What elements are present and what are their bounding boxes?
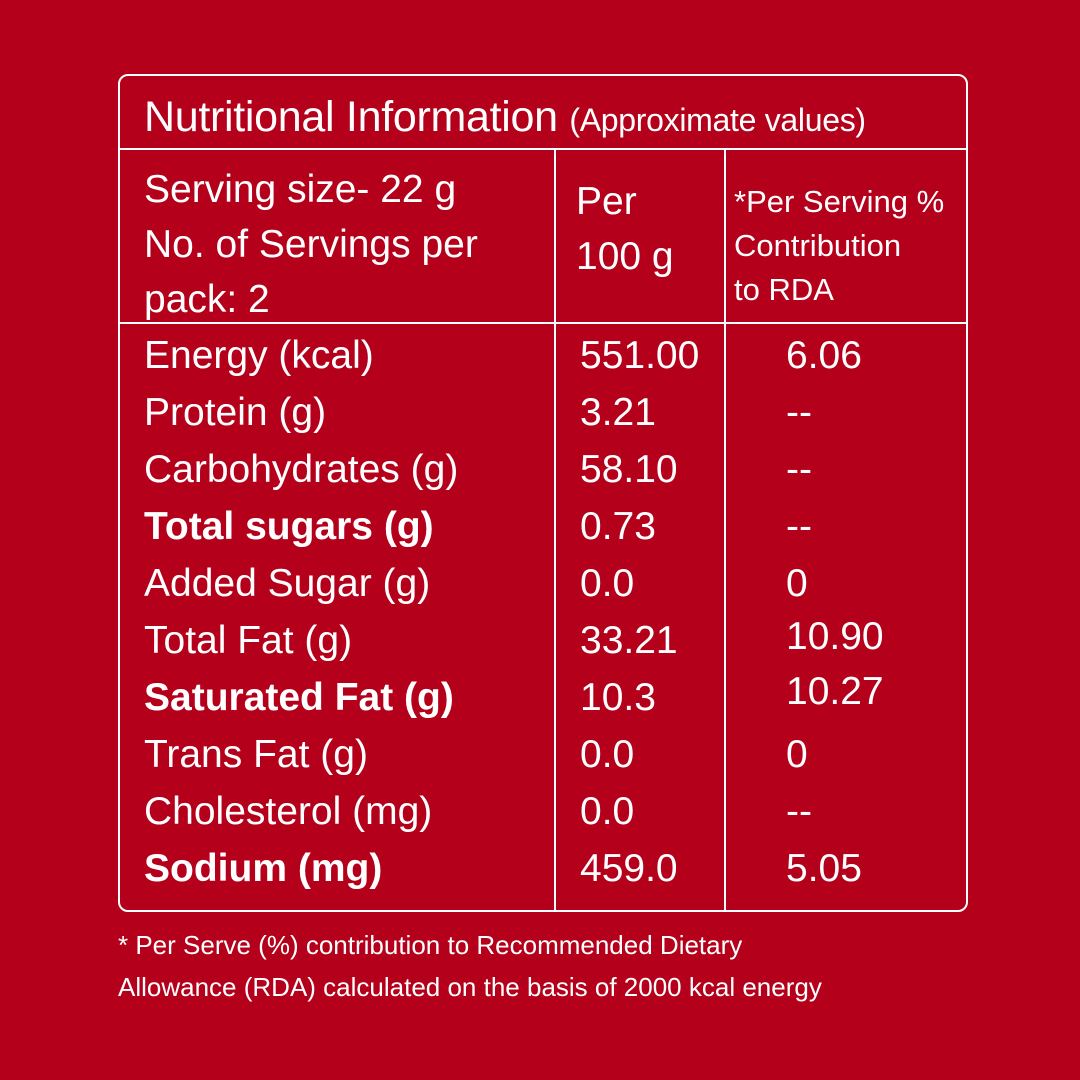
serving-size-line: Serving size- 22 g — [144, 168, 457, 211]
table-row: Energy (kcal) 551.00 6.06 — [120, 334, 966, 391]
rda-value: 5.05 — [786, 847, 862, 890]
title-subtitle: (Approximate values) — [569, 102, 866, 138]
per-100g-header: Per 100 g — [576, 174, 674, 284]
title-divider — [120, 148, 966, 150]
nutrient-name: Carbohydrates (g) — [144, 448, 459, 491]
nutrient-name: Sodium (mg) — [144, 847, 383, 890]
nutrient-name: Total Fat (g) — [144, 619, 353, 662]
nutrition-table: Nutritional Information (Approximate val… — [118, 74, 968, 912]
column-divider-1 — [554, 148, 556, 910]
per-100g-header-line2: 100 g — [576, 235, 674, 278]
rda-value: -- — [786, 448, 812, 491]
table-title: Nutritional Information (Approximate val… — [144, 96, 866, 139]
rda-value: 0 — [786, 733, 808, 776]
per-100g-value: 33.21 — [580, 619, 678, 662]
per-100g-value: 0.73 — [580, 505, 656, 548]
rda-value: -- — [786, 391, 812, 434]
nutrient-name: Cholesterol (mg) — [144, 790, 433, 833]
per-100g-value: 459.0 — [580, 847, 678, 890]
rda-header-line1: *Per Serving % — [734, 184, 945, 219]
rda-value: 10.90 — [786, 615, 884, 658]
per-100g-value: 3.21 — [580, 391, 656, 434]
per-100g-value: 0.0 — [580, 790, 635, 833]
table-row: Cholesterol (mg) 0.0 -- — [120, 790, 966, 847]
rda-header-line3: to RDA — [734, 272, 834, 307]
per-100g-value: 0.0 — [580, 733, 635, 776]
nutrient-name: Protein (g) — [144, 391, 327, 434]
rda-value: 6.06 — [786, 334, 862, 377]
table-row: Saturated Fat (g) 10.3 10.27 — [120, 670, 966, 733]
table-row: Total Fat (g) 33.21 10.90 — [120, 615, 966, 676]
per-100g-value: 58.10 — [580, 448, 678, 491]
footnote-line2: Allowance (RDA) calculated on the basis … — [118, 972, 822, 1002]
rda-value: -- — [786, 505, 812, 548]
nutrient-name: Total sugars (g) — [144, 505, 434, 548]
rda-footnote: * Per Serve (%) contribution to Recommen… — [118, 924, 822, 1008]
table-row: Trans Fat (g) 0.0 0 — [120, 733, 966, 790]
title-main: Nutritional Information — [144, 93, 558, 141]
table-row: Carbohydrates (g) 58.10 -- — [120, 448, 966, 505]
footnote-line1: * Per Serve (%) contribution to Recommen… — [118, 930, 743, 960]
per-100g-value: 0.0 — [580, 562, 635, 605]
nutrient-name: Energy (kcal) — [144, 334, 374, 377]
rda-value: 0 — [786, 562, 808, 605]
pack-count-line: pack: 2 — [144, 278, 270, 321]
table-row: Protein (g) 3.21 -- — [120, 391, 966, 448]
nutrient-name: Saturated Fat (g) — [144, 676, 454, 719]
nutrient-name: Added Sugar (g) — [144, 562, 431, 605]
header-divider — [120, 322, 966, 324]
nutrient-name: Trans Fat (g) — [144, 733, 368, 776]
per-100g-header-line1: Per — [576, 180, 637, 223]
servings-per-pack-line: No. of Servings per — [144, 223, 478, 266]
rda-header: *Per Serving % Contribution to RDA — [734, 180, 944, 312]
per-100g-value: 10.3 — [580, 676, 656, 719]
serving-info: Serving size- 22 g No. of Servings per p… — [144, 162, 478, 327]
per-100g-value: 551.00 — [580, 334, 700, 377]
rda-header-line2: Contribution — [734, 228, 902, 263]
table-row: Sodium (mg) 459.0 5.05 — [120, 847, 966, 904]
column-divider-2 — [724, 148, 726, 910]
table-row: Added Sugar (g) 0.0 0 — [120, 562, 966, 619]
table-row: Total sugars (g) 0.73 -- — [120, 505, 966, 562]
rda-value: 10.27 — [786, 670, 884, 713]
rda-value: -- — [786, 790, 812, 833]
